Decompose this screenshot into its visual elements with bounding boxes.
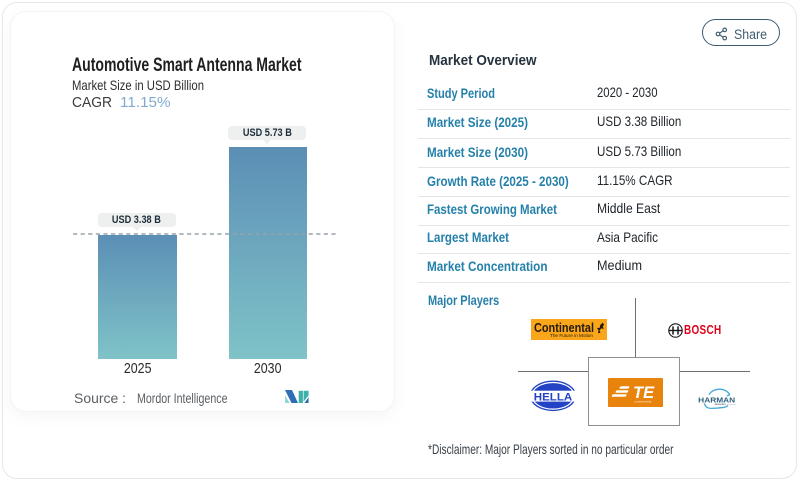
svg-text:HARMAN: HARMAN — [698, 395, 735, 404]
svg-text:connectivity: connectivity — [635, 399, 652, 403]
svg-text:TE: TE — [633, 384, 655, 402]
svg-text:HELLA: HELLA — [533, 391, 572, 403]
svg-text:SAMSUNG: SAMSUNG — [715, 403, 726, 406]
